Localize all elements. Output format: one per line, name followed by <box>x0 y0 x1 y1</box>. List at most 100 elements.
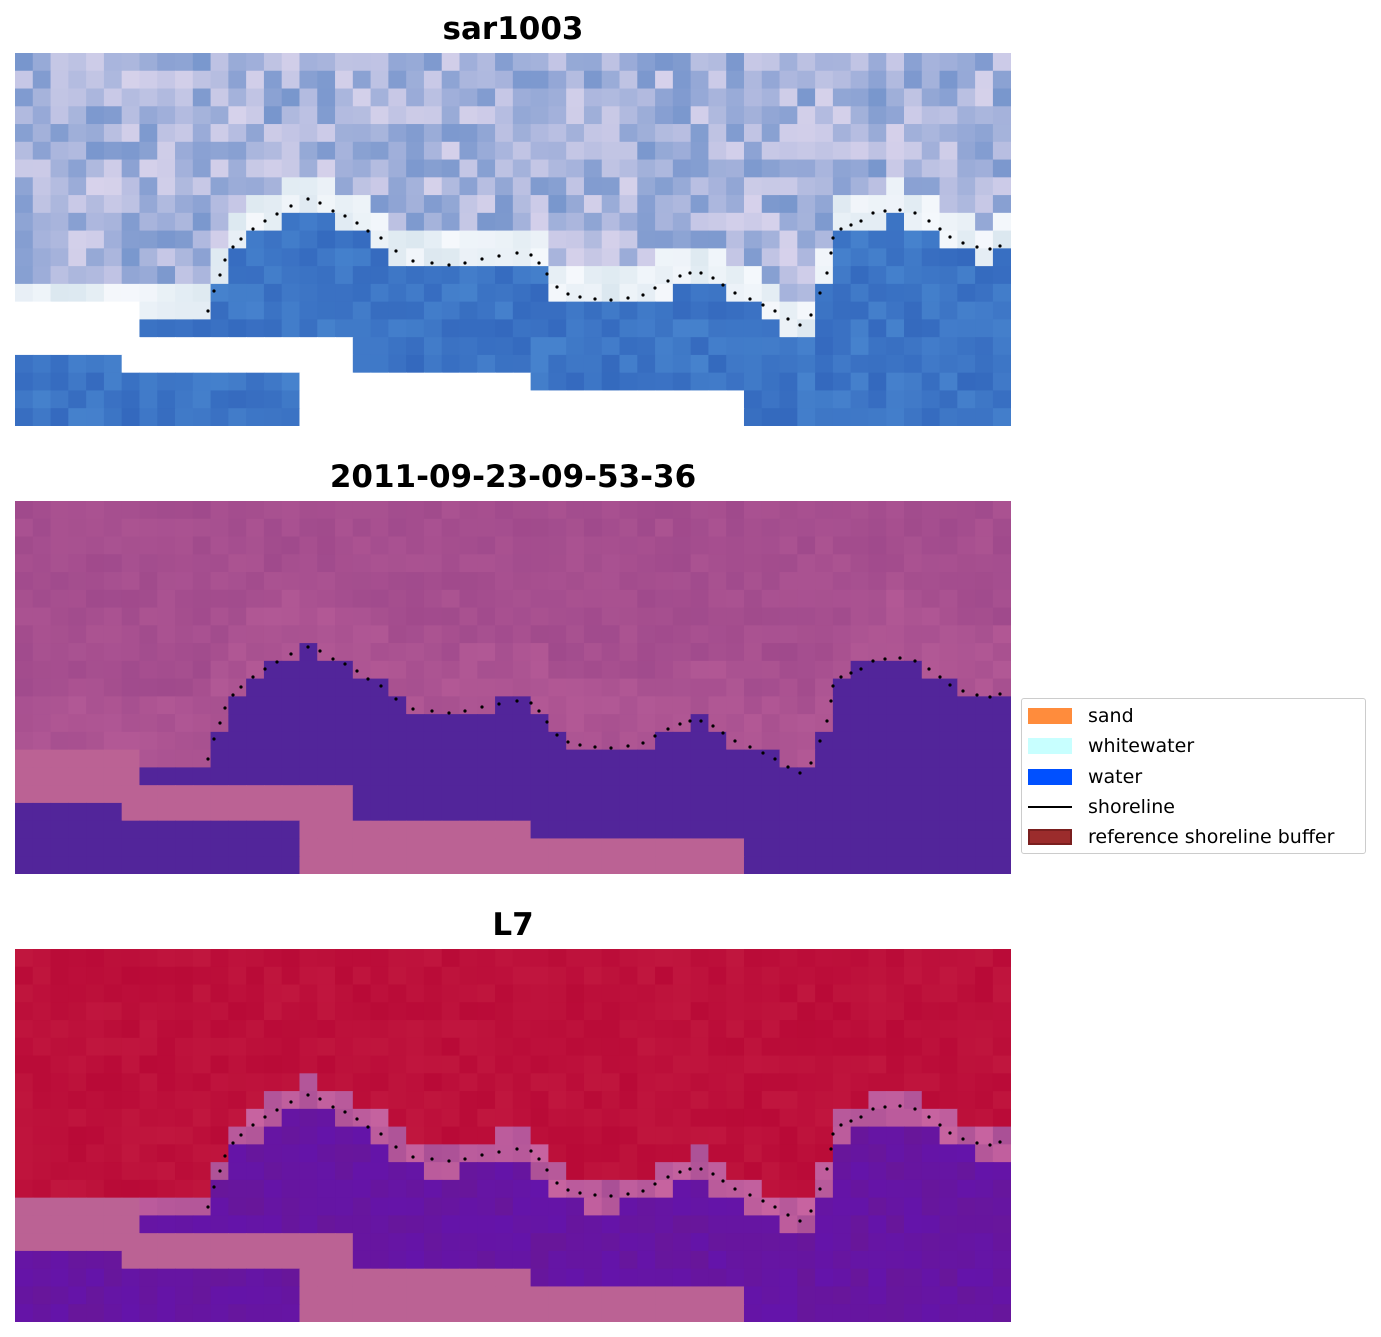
raster-cell <box>246 301 265 320</box>
raster-cell <box>850 625 870 644</box>
raster-cell <box>619 1286 638 1305</box>
raster-cell <box>868 124 887 143</box>
raster-cell <box>86 1037 105 1057</box>
raster-cell <box>50 88 69 107</box>
raster-cell <box>708 159 727 178</box>
raster-cell <box>335 731 354 751</box>
raster-cell <box>850 53 870 72</box>
raster-cell <box>263 984 283 1003</box>
raster-cell <box>370 984 389 1003</box>
raster-cell <box>886 536 905 555</box>
raster-cell <box>975 159 994 178</box>
raster-cell <box>601 696 621 715</box>
raster-cell <box>477 390 496 409</box>
raster-cell <box>672 248 692 267</box>
raster-cell <box>263 1233 283 1252</box>
raster-cell <box>886 660 905 680</box>
raster-cell <box>441 625 461 644</box>
raster-cell <box>121 88 141 107</box>
raster-cell <box>566 785 585 804</box>
raster-cell <box>50 1215 69 1234</box>
raster-cell <box>281 283 301 303</box>
raster-cell <box>388 195 407 214</box>
raster-cell <box>228 1037 247 1057</box>
raster-cell <box>992 1162 1011 1181</box>
raster-cell <box>423 1197 443 1216</box>
raster-cell <box>32 301 52 320</box>
raster-cell <box>619 1197 638 1216</box>
raster-cell <box>175 785 194 804</box>
raster-cell <box>86 301 105 320</box>
raster-cell <box>459 283 478 303</box>
raster-cell <box>619 714 638 733</box>
raster-cell <box>957 1268 976 1288</box>
shoreline-point <box>366 229 370 233</box>
raster-cell <box>263 572 283 591</box>
raster-cell <box>797 536 816 555</box>
raster-cell <box>459 337 478 356</box>
raster-cell <box>672 554 692 573</box>
raster-cell <box>761 159 781 178</box>
raster-cell <box>441 53 461 72</box>
raster-cell <box>459 319 478 338</box>
raster-cell <box>423 518 443 538</box>
raster-cell <box>121 949 141 968</box>
raster-cell <box>477 106 496 125</box>
shoreline-point <box>566 740 570 744</box>
raster-cell <box>975 1286 994 1305</box>
raster-cell <box>495 230 514 249</box>
raster-cell <box>68 1179 87 1199</box>
raster-cell <box>477 70 496 90</box>
raster-cell <box>86 354 105 374</box>
raster-cell <box>175 984 194 1003</box>
raster-cell <box>637 625 656 644</box>
raster-cell <box>228 1002 247 1021</box>
raster-cell <box>797 838 816 857</box>
raster-cell <box>317 53 336 72</box>
raster-cell <box>406 1020 425 1039</box>
raster-cell <box>992 212 1011 232</box>
raster-cell <box>761 1073 781 1092</box>
raster-cell <box>548 1073 567 1092</box>
raster-cell <box>175 283 194 303</box>
sand-swatch <box>1028 708 1072 724</box>
raster-cell <box>477 572 496 591</box>
raster-cell <box>832 1179 852 1199</box>
raster-cell <box>495 678 514 697</box>
raster-cell <box>921 714 941 733</box>
raster-cell <box>619 159 638 178</box>
raster-cell <box>690 696 710 715</box>
raster-cell <box>299 159 318 178</box>
raster-cell <box>992 124 1011 143</box>
raster-cell <box>86 1002 105 1021</box>
raster-cell <box>139 785 158 804</box>
shoreline-point <box>666 727 670 731</box>
shoreline-point <box>831 684 835 688</box>
shoreline-point <box>711 1172 715 1176</box>
raster-cell <box>192 767 212 786</box>
raster-cell <box>743 159 763 178</box>
raster-cell <box>352 1073 372 1092</box>
raster-cell <box>530 1002 549 1021</box>
raster-cell <box>281 625 301 644</box>
raster-cell <box>477 301 496 320</box>
shoreline-point <box>555 1181 559 1185</box>
raster-cell <box>103 195 123 214</box>
raster-cell <box>50 966 69 986</box>
raster-cell <box>388 518 407 538</box>
raster-cell <box>939 195 958 214</box>
raster-cell <box>121 1286 141 1305</box>
raster-cell <box>868 749 887 768</box>
raster-cell <box>655 319 674 338</box>
raster-cell <box>530 106 549 125</box>
raster-cell <box>939 141 958 161</box>
raster-cell <box>317 1197 336 1216</box>
raster-cell <box>228 572 247 591</box>
shoreline-point <box>825 719 829 723</box>
raster-cell <box>886 124 905 143</box>
raster-cell <box>175 337 194 356</box>
raster-cell <box>263 856 283 874</box>
raster-cell <box>957 696 976 715</box>
raster-cell <box>441 660 461 680</box>
raster-cell <box>939 949 958 968</box>
